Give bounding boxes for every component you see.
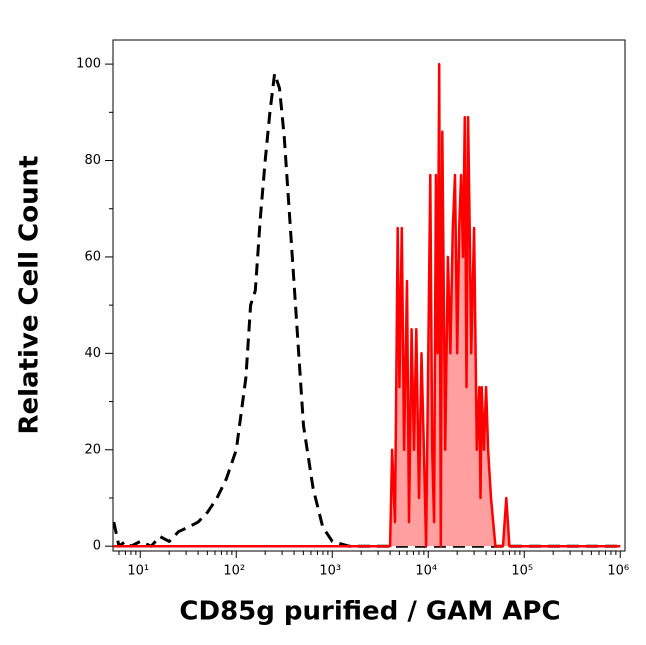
- x-tick-label: 10⁶: [607, 564, 629, 579]
- histogram-line: [113, 62, 621, 548]
- x-tick-label: 10³: [319, 564, 341, 579]
- y-tick-label: 100: [76, 57, 101, 72]
- y-tick-label: 80: [84, 153, 101, 168]
- y-tick-label: 60: [84, 249, 101, 264]
- y-tick-label: 0: [93, 539, 101, 554]
- x-tick-label: 10¹: [127, 564, 149, 579]
- y-tick-label: 20: [84, 442, 101, 457]
- x-tick-label: 10²: [223, 564, 245, 579]
- x-tick-label: 10⁴: [415, 564, 437, 579]
- plot-frame: [112, 39, 626, 552]
- histogram-line: [112, 72, 621, 548]
- y-axis-label: Relative Cell Count: [15, 155, 45, 434]
- x-axis-label: CD85g purified / GAM APC: [179, 597, 560, 627]
- x-tick-label: 10⁵: [511, 564, 533, 579]
- histogram-area: [113, 64, 621, 547]
- y-tick-label: 40: [84, 346, 101, 361]
